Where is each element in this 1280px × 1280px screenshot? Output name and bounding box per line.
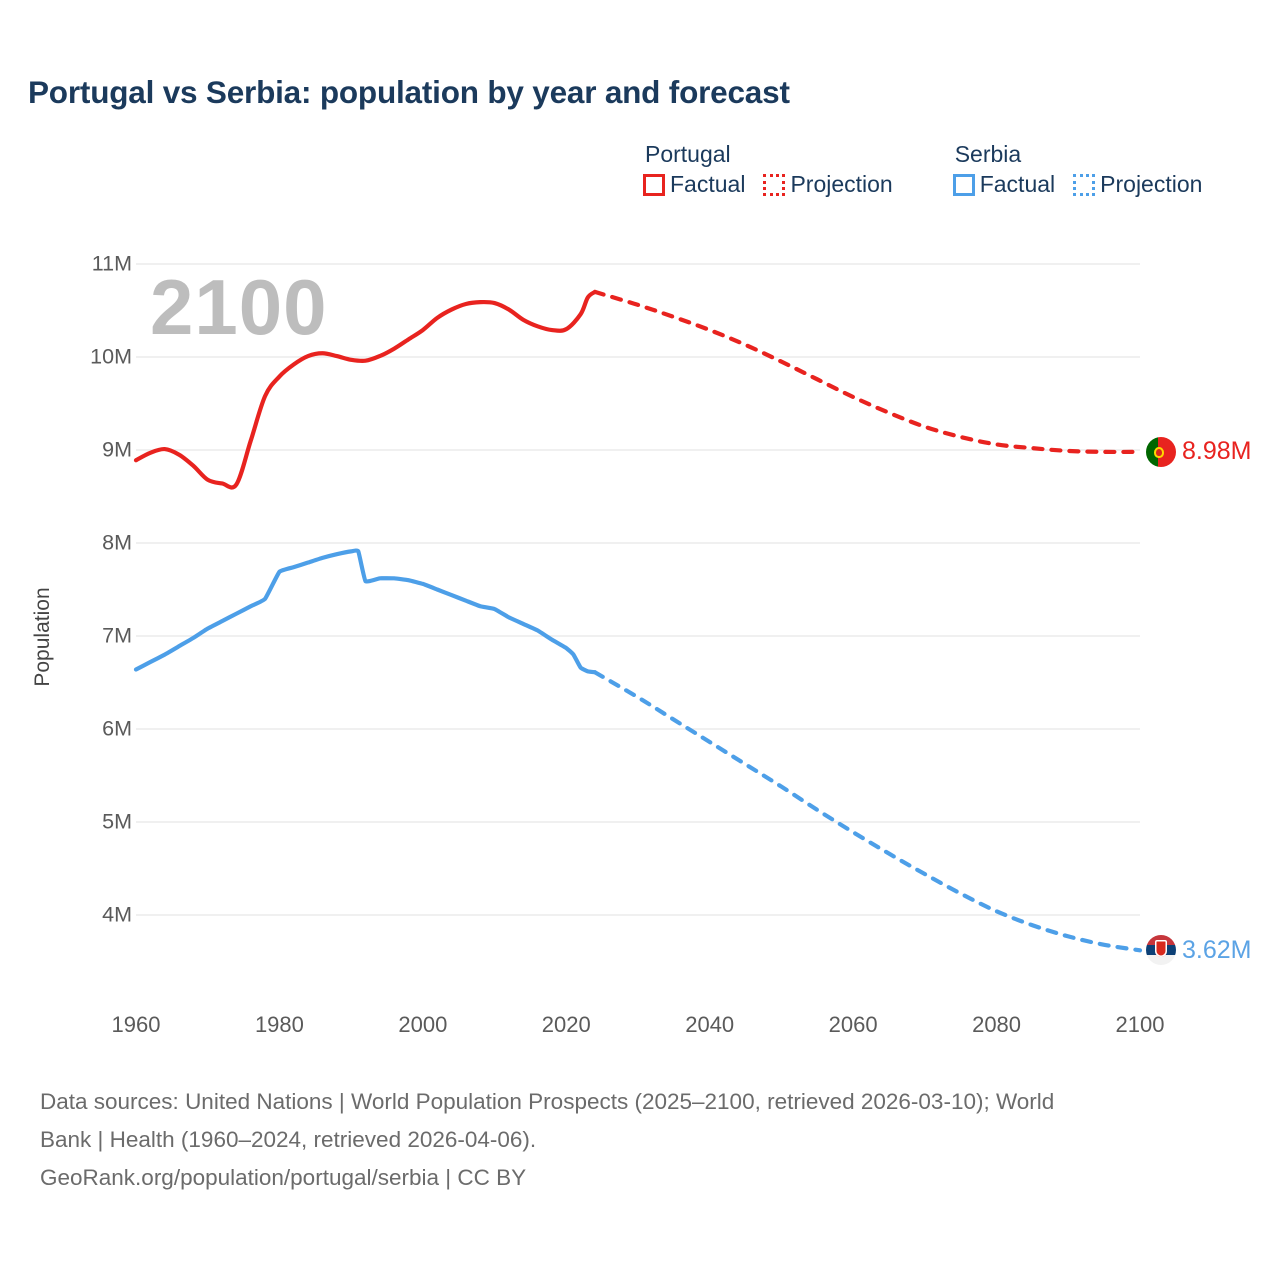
- year-watermark: 2100: [150, 263, 328, 351]
- endpoint-value-serbia: 3.62M: [1182, 935, 1252, 964]
- x-tick-label: 1960: [111, 1012, 161, 1037]
- x-tick-label: 2000: [398, 1012, 448, 1037]
- legend-swatch-dotted-icon: [763, 173, 786, 196]
- legend-item-portugal-projection[interactable]: Projection: [763, 171, 893, 198]
- legend-label-portugal-projection: Projection: [790, 171, 893, 198]
- legend-item-serbia-factual[interactable]: Factual: [952, 171, 1056, 198]
- y-tick-label: 5M: [102, 809, 132, 834]
- y-axis-label: Population: [31, 587, 54, 687]
- legend-label-serbia-factual: Factual: [979, 171, 1056, 198]
- x-tick-label: 2020: [541, 1012, 591, 1037]
- portugal-flag-icon: [1146, 436, 1176, 467]
- chart-legend: Portugal Factual Projection Serbia Factu…: [643, 141, 1202, 198]
- y-tick-label: 8M: [102, 530, 132, 555]
- endpoint-serbia: 3.62M: [1146, 935, 1252, 966]
- plot-canvas: [133, 263, 1143, 953]
- legend-item-serbia-projection[interactable]: Projection: [1073, 173, 1202, 196]
- gridlines: [136, 263, 1140, 916]
- footer-sources-line2: Bank | Health (1960–2024, retrieved 2026…: [40, 1126, 537, 1152]
- y-tick-label: 9M: [102, 437, 132, 462]
- serbia-flag-icon: [1146, 935, 1176, 966]
- y-tick-label: 4M: [102, 902, 132, 927]
- y-tick-label: 7M: [102, 623, 132, 648]
- y-tick-label: 11M: [91, 251, 132, 276]
- footer-attribution[interactable]: GeoRank.org/population/portugal/serbia |…: [40, 1164, 527, 1190]
- legend-item-portugal-factual[interactable]: Factual: [643, 173, 745, 196]
- endpoint-value-portugal: 8.98M: [1182, 437, 1252, 466]
- plot-area: 2100 4M 5M 6M 7M 8M 9M 10M 11M Population 8.98M…: [0, 0, 1252, 1070]
- endpoint-portugal: 8.98M: [1146, 436, 1252, 467]
- x-tick-label: 1980: [254, 1012, 304, 1037]
- page-title: Portugal vs Serbia: population by year a…: [28, 74, 790, 110]
- x-tick-label: 2100: [1115, 1012, 1165, 1037]
- legend-group-title-portugal: Portugal: [645, 141, 731, 167]
- x-tick-label: 2040: [685, 1012, 735, 1037]
- legend-swatch-dotted-icon: [1073, 173, 1096, 196]
- y-tick-label: 6M: [102, 716, 132, 741]
- x-tick-label: 2080: [972, 1012, 1022, 1037]
- legend-group-serbia: Serbia Factual Projection: [952, 141, 1202, 198]
- legend-swatch-solid-icon: [643, 173, 665, 196]
- y-axis-ticks: 4M 5M 6M 7M 8M 9M 10M 11M: [0, 0, 132, 1070]
- x-tick-label: 2060: [828, 1012, 878, 1037]
- legend-group-title-serbia: Serbia: [954, 141, 1022, 167]
- legend-label-serbia-projection: Projection: [1100, 171, 1203, 198]
- legend-swatch-solid-icon: [952, 173, 975, 196]
- legend-group-portugal: Portugal Factual Projection: [643, 141, 893, 198]
- footer: Data sources: United Nations | World Pop…: [40, 1086, 1240, 1194]
- legend-label-portugal-factual: Factual: [670, 171, 746, 198]
- series-lines: [133, 289, 1143, 953]
- y-tick-label: 10M: [90, 344, 132, 369]
- footer-sources-line1: Data sources: United Nations | World Pop…: [40, 1089, 1055, 1114]
